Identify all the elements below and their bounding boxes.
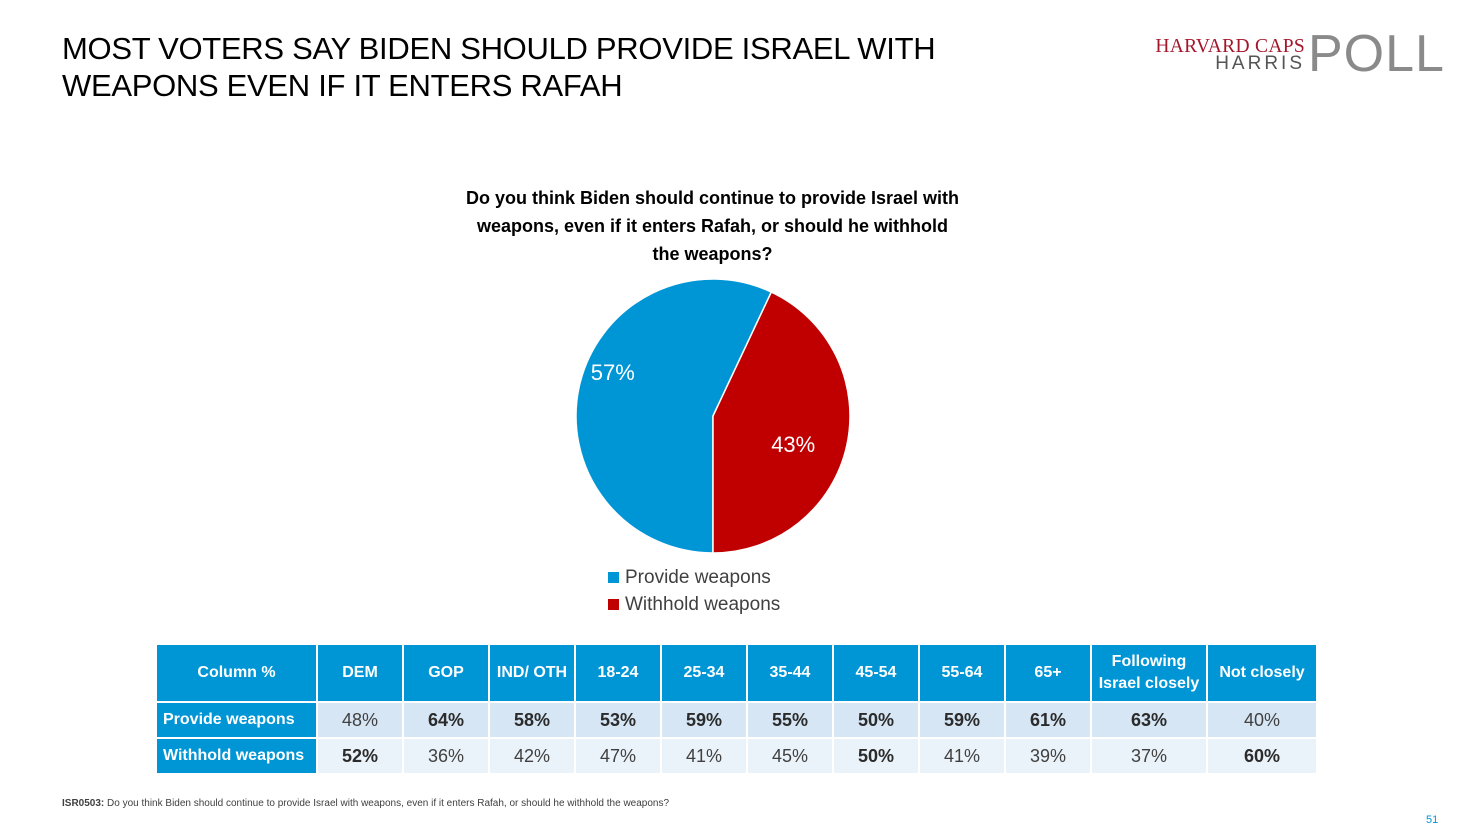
table-header-cell: Not closely	[1208, 645, 1318, 701]
table-header-cell: IND/ OTH	[490, 645, 576, 701]
slide-title: MOST VOTERS SAY BIDEN SHOULD PROVIDE ISR…	[62, 30, 1042, 104]
table-cell: 60%	[1208, 737, 1318, 773]
legend-swatch-withhold	[608, 599, 619, 610]
logo-harvard-caps: HARVARD CAPS	[1155, 36, 1305, 57]
table-cell: 40%	[1208, 701, 1318, 737]
table-cell: 50%	[834, 737, 920, 773]
crosstab-table: Column % DEM GOP IND/ OTH 18-24 25-34 35-44 45-…	[157, 645, 1318, 773]
table-cell: 53%	[576, 701, 662, 737]
pie-data-label-withhold: 43%	[771, 432, 815, 457]
table-row: Provide weapons 48% 64% 58% 53% 59% 55% 50% 59% 6…	[157, 701, 1318, 737]
table-cell: 58%	[490, 701, 576, 737]
table-header-cell: 45-54	[834, 645, 920, 701]
table-header-cell: 35-44	[748, 645, 834, 701]
table-cell: 41%	[920, 737, 1006, 773]
table-cell: 64%	[404, 701, 490, 737]
slide-title-line-2: WEAPONS EVEN IF IT ENTERS RAFAH	[62, 68, 623, 103]
footnote-text: Do you think Biden should continue to pr…	[104, 798, 670, 809]
table-cell: 48%	[318, 701, 404, 737]
table-header-cell: GOP	[404, 645, 490, 701]
logo-poll: POLL	[1308, 25, 1445, 83]
table-cell: 41%	[662, 737, 748, 773]
table-cell: 39%	[1006, 737, 1092, 773]
chart-question: Do you think Biden should continue to pr…	[420, 184, 1005, 268]
pie-slice-provide	[575, 278, 773, 554]
table-header-cell: Following Israel closely	[1092, 645, 1208, 701]
legend-swatch-provide	[608, 572, 619, 583]
pie-slice-withhold	[712, 291, 851, 554]
table-cell: 36%	[404, 737, 490, 773]
table-cell: 37%	[1092, 737, 1208, 773]
chart-legend: Provide weapons Withhold weapons	[608, 564, 780, 618]
footnote: ISR0503: Do you think Biden should conti…	[62, 798, 669, 809]
table-header-row: Column % DEM GOP IND/ OTH 18-24 25-34 35-44 45-…	[157, 645, 1318, 701]
table-cell: 50%	[834, 701, 920, 737]
page-number: 51	[1426, 814, 1439, 826]
table-cell: 47%	[576, 737, 662, 773]
footnote-code: ISR0503:	[62, 798, 105, 809]
pie-data-label-provide: 57%	[591, 360, 635, 385]
table-cell: 61%	[1006, 701, 1092, 737]
question-line-1: Do you think Biden should continue to pr…	[465, 188, 960, 208]
legend-item-withhold: Withhold weapons	[608, 591, 780, 618]
pie-chart: 57% 43%	[575, 278, 851, 554]
table-row: Withhold weapons 52% 36% 42% 47% 41% 45% 50% 41%…	[157, 737, 1318, 773]
question-line-3: the weapons?	[652, 244, 773, 264]
logo-harris: HARRIS	[1215, 53, 1305, 74]
slide-title-line-1: MOST VOTERS SAY BIDEN SHOULD PROVIDE ISR…	[62, 31, 936, 66]
harvard-caps-harris-poll-logo: HARVARD CAPS HARRIS POLL	[1140, 28, 1444, 82]
table-header-cell: 55-64	[920, 645, 1006, 701]
table-cell: 42%	[490, 737, 576, 773]
legend-label-withhold: Withhold weapons	[625, 593, 781, 615]
table-header-cell: DEM	[318, 645, 404, 701]
table-cell: 59%	[662, 701, 748, 737]
table-cell: 59%	[920, 701, 1006, 737]
table-row-label: Provide weapons	[157, 701, 318, 737]
table-cell: 45%	[748, 737, 834, 773]
question-line-2: weapons, even if it enters Rafah, or sho…	[476, 216, 949, 236]
table-header-cell: Column %	[157, 645, 318, 701]
table-header-cell: 18-24	[576, 645, 662, 701]
table-row-label: Withhold weapons	[157, 737, 318, 773]
table-cell: 63%	[1092, 701, 1208, 737]
table-cell: 52%	[318, 737, 404, 773]
legend-item-provide: Provide weapons	[608, 564, 780, 591]
legend-label-provide: Provide weapons	[625, 566, 771, 588]
table-header-cell: 65+	[1006, 645, 1092, 701]
table-cell: 55%	[748, 701, 834, 737]
table-header-cell: 25-34	[662, 645, 748, 701]
